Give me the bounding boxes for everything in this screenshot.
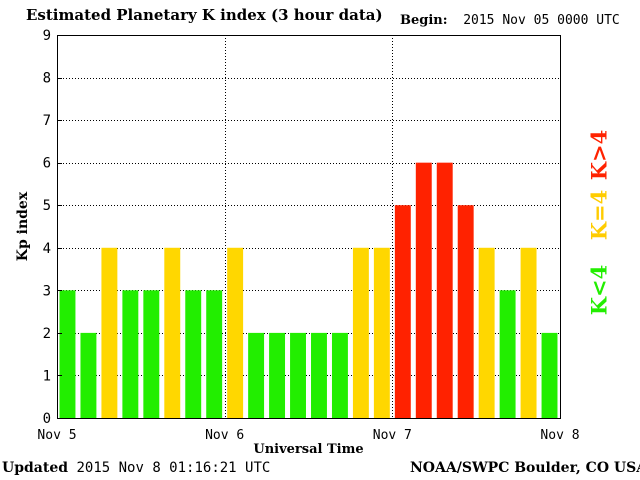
kp-bar [227,247,244,418]
y-tick-label: 7 [43,113,51,129]
kp-bar [290,332,306,418]
y-tick-label: 3 [43,283,51,299]
kp-bar [436,162,453,418]
x-tick-label: Nov 5 [37,428,76,443]
y-axis: 0 1 2 3 4 5 6 7 8 9 [43,28,62,427]
x-tick-label: Nov 7 [373,428,412,443]
kp-bar [80,332,97,418]
kp-bar [478,247,495,418]
y-tick-label: 4 [43,241,51,257]
kp-bar [415,162,432,418]
y-tick-label: 0 [43,411,51,427]
x-tick-label: Nov 6 [205,428,244,443]
y-tick-label: 9 [43,28,51,44]
y-tick-label: 2 [43,326,51,342]
kp-bar [457,205,474,418]
kp-bar [520,247,537,418]
updated-value: 2015 Nov 8 01:16:21 UTC [76,460,271,476]
kp-bar [269,332,286,418]
y-axis-label: Kp index [15,191,31,261]
kp-bar [499,290,516,418]
updated-timestamp: Updated 2015 Nov 8 01:16:21 UTC [2,460,270,476]
kp-bar [185,290,202,418]
kp-bar [541,332,558,418]
updated-label: Updated [2,460,69,476]
chart-title: Estimated Planetary K index (3 hour data… [26,6,383,24]
x-tick-label: Nov 8 [540,428,579,443]
y-tick-label: 5 [43,198,51,214]
kp-bar [59,290,76,418]
kp-bar [331,332,348,418]
kp-bar [394,205,411,418]
kp-bar [122,290,139,418]
kp-bar [352,247,369,418]
begin-label: Begin: [400,13,448,28]
kp-bar [373,247,390,418]
legend-label-equal: K=4 [586,189,612,241]
x-axis-label: Universal Time [253,442,363,457]
x-axis: Nov 5 Nov 6 Nov 7 Nov 8 [37,428,579,443]
y-tick-label: 8 [43,71,51,87]
plot-frame [57,35,561,419]
kp-bar [206,290,223,418]
bar-series [59,162,558,418]
kp-bar [311,332,327,418]
begin-timestamp: Begin: 2015 Nov 05 0000 UTC [400,13,620,28]
kp-bar [164,247,181,418]
y-tick-label: 6 [43,156,51,172]
y-tick-label: 1 [43,368,51,384]
grid-lines [57,35,560,418]
kp-bar [101,247,118,418]
legend-k-less-4: K<4 [583,245,615,335]
legend-label-less: K<4 [586,264,612,316]
credit-text: NOAA/SWPC Boulder, CO USA [410,460,640,476]
kp-bar [248,332,265,418]
kp-bar [143,290,160,418]
begin-value: 2015 Nov 05 0000 UTC [463,13,620,28]
